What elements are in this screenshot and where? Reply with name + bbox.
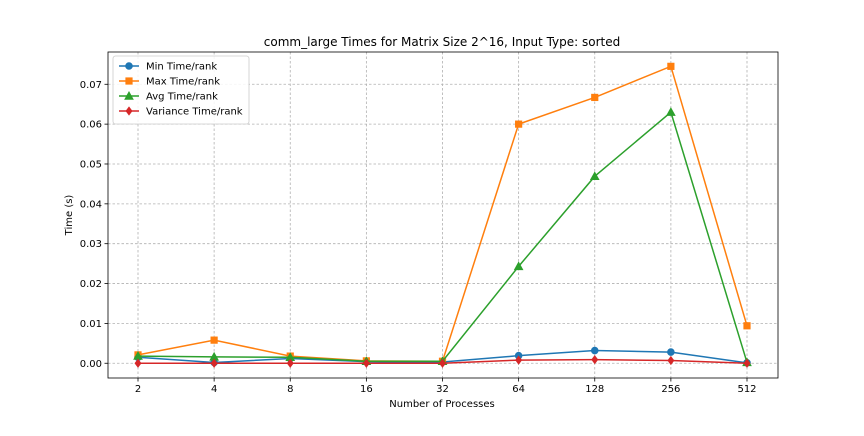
y-tick-label: 0.05 — [80, 159, 102, 170]
data-point — [362, 358, 370, 368]
data-point — [513, 261, 524, 271]
y-tick-label: 0.01 — [80, 319, 102, 330]
legend: Min Time/rank Max Time/rank Avg Time/rank V… — [112, 55, 250, 125]
x-tick-label: 64 — [512, 384, 525, 395]
data-point — [286, 358, 294, 368]
legend-entry: Min Time/rank — [119, 62, 217, 73]
y-tick-label: 0.07 — [80, 80, 102, 91]
data-point — [591, 355, 599, 365]
data-point — [515, 355, 523, 365]
x-tick-label: 2 — [135, 384, 141, 395]
legend-marker — [125, 106, 133, 116]
data-point — [743, 358, 751, 368]
series-diamond — [134, 355, 751, 368]
legend-entry: Avg Time/rank — [119, 90, 218, 103]
x-tick-label: 8 — [287, 384, 293, 395]
data-point — [439, 358, 446, 368]
data-point — [667, 355, 675, 366]
legend-label: Variance Time/rank — [146, 107, 243, 118]
y-axis-label: Time (s) — [64, 195, 75, 237]
x-tick-label: 4 — [211, 384, 217, 395]
legend-marker — [125, 62, 133, 70]
y-tick-label: 0.06 — [80, 120, 102, 131]
data-point — [667, 348, 675, 356]
data-point — [589, 171, 600, 181]
x-tick-label: 32 — [436, 384, 449, 395]
x-axis-label: Number of Processes — [389, 399, 494, 410]
data-point — [591, 93, 599, 102]
y-tick-label: 0.00 — [80, 359, 102, 370]
legend-label: Avg Time/rank — [146, 92, 218, 103]
data-point — [666, 107, 676, 116]
legend-label: Max Time/rank — [146, 77, 220, 88]
x-tick-label: 16 — [360, 384, 373, 395]
x-tick-label: 512 — [737, 384, 756, 395]
data-point — [667, 62, 675, 70]
plot-area-frame — [107, 51, 779, 379]
data-point — [134, 358, 142, 368]
legend-marker — [124, 90, 134, 100]
series-layer — [133, 62, 752, 368]
legend-entry: Variance Time/rank — [119, 106, 243, 118]
data-point — [210, 336, 218, 344]
x-tick-label: 128 — [585, 384, 604, 395]
legend-entry: Max Time/rank — [119, 77, 220, 88]
axis-layer: 2 4 8 16 32 64 128 256 512 0.00 0.01 0.02 0.03 0.04 0.… — [80, 80, 757, 395]
y-tick-label: 0.02 — [80, 279, 102, 290]
y-tick-label: 0.03 — [80, 239, 102, 250]
legend-label: Min Time/rank — [146, 62, 217, 73]
data-point — [210, 358, 218, 368]
data-point — [743, 322, 751, 330]
chart-title: comm_large Times for Matrix Size 2^16, I… — [264, 35, 620, 49]
x-tick-label: 256 — [661, 384, 680, 395]
y-tick-label: 0.04 — [80, 199, 102, 210]
data-point — [590, 346, 599, 355]
legend-marker — [125, 77, 133, 85]
data-point — [515, 120, 523, 128]
legend-box — [112, 55, 250, 125]
grid-layer — [108, 52, 778, 378]
